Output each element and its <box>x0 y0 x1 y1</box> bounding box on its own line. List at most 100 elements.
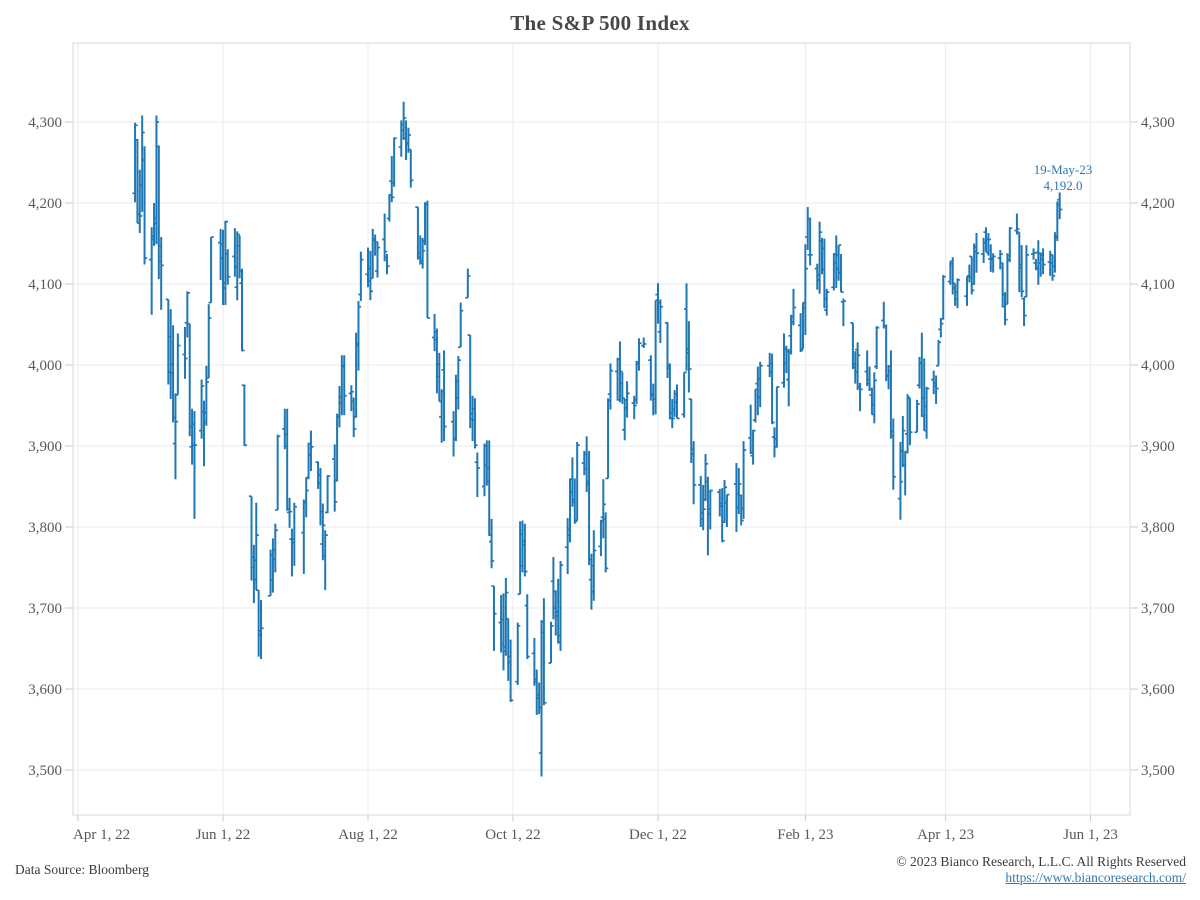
price-bar <box>624 381 630 418</box>
price-bar <box>253 502 259 591</box>
price-bar <box>405 127 412 153</box>
price-bar <box>838 254 844 293</box>
price-bar <box>1019 245 1025 297</box>
price-bar <box>890 418 896 490</box>
price-bar <box>137 169 143 233</box>
price-bar <box>969 255 975 295</box>
price-bar <box>1049 254 1056 281</box>
y-axis-label-right: 4,000 <box>1141 358 1175 374</box>
price-bar <box>1014 213 1020 235</box>
price-bar <box>790 288 797 326</box>
y-axis-label-right: 3,900 <box>1141 439 1175 455</box>
price-bar <box>286 497 293 528</box>
price-bar <box>272 523 278 573</box>
price-bar <box>617 341 623 403</box>
price-bar <box>591 530 597 601</box>
price-bar <box>474 452 480 498</box>
price-bar <box>358 251 364 302</box>
price-bar <box>1030 248 1037 260</box>
y-axis-label-left: 3,700 <box>28 601 62 617</box>
price-bar <box>724 493 730 527</box>
price-bar <box>954 278 961 309</box>
price-bar <box>657 299 663 344</box>
price-bar <box>817 221 823 294</box>
y-axis-label-right: 3,800 <box>1141 520 1175 536</box>
price-bar <box>605 398 611 480</box>
price-bar <box>275 434 281 511</box>
price-bar <box>719 488 725 543</box>
price-bar <box>914 399 920 434</box>
price-bar <box>997 249 1003 270</box>
price-bar <box>973 232 980 273</box>
price-bar <box>141 146 148 265</box>
price-bar <box>182 326 188 379</box>
price-bar <box>241 384 247 447</box>
price-bar <box>258 599 264 660</box>
price-bar <box>341 355 347 416</box>
price-bar <box>798 313 804 353</box>
price-bar <box>324 475 331 514</box>
price-bar <box>669 399 675 429</box>
price-bar <box>382 213 388 262</box>
price-bar <box>907 397 913 446</box>
price-bar <box>686 321 692 393</box>
price-bar <box>391 137 397 187</box>
price-bar <box>206 304 212 379</box>
price-bar <box>455 356 461 410</box>
price-bar <box>291 502 297 566</box>
x-axis-label: Jun 1, 23 <box>1063 827 1118 843</box>
price-bar <box>738 494 744 526</box>
y-axis-label-left: 4,200 <box>28 196 62 212</box>
price-bar <box>874 326 880 370</box>
price-bar <box>900 416 906 468</box>
y-axis-label-left: 3,800 <box>28 520 62 536</box>
price-bar <box>985 232 991 256</box>
price-bar <box>203 365 209 426</box>
price-bar <box>184 291 190 338</box>
price-bar <box>681 371 687 418</box>
biancoresearch-link[interactable]: https://www.biancoresearch.com/ <box>1005 870 1186 885</box>
price-bar <box>139 115 145 212</box>
price-bar <box>503 578 509 656</box>
y-axis-label-right: 3,500 <box>1141 763 1175 779</box>
price-bar <box>855 342 861 391</box>
x-axis-label: Apr 1, 22 <box>73 827 130 843</box>
price-bar <box>736 467 742 515</box>
price-bar <box>158 237 164 310</box>
price-bar <box>548 621 554 664</box>
price-bar <box>700 484 706 531</box>
price-bar <box>348 385 354 412</box>
x-axis-label: Feb 1, 23 <box>777 827 833 843</box>
price-bar <box>990 253 996 273</box>
last-point-annotation: 19-May-23 4,192.0 <box>992 162 1134 194</box>
price-bar <box>740 441 747 519</box>
price-bar <box>769 353 775 425</box>
price-bar <box>225 249 231 285</box>
price-bar <box>222 220 228 306</box>
price-bar <box>322 530 328 591</box>
y-axis-label-right: 4,200 <box>1141 196 1175 212</box>
price-bar <box>600 479 606 539</box>
price-bar <box>619 372 625 404</box>
price-bar <box>940 275 946 320</box>
price-bar <box>508 639 514 702</box>
price-bar <box>239 268 245 352</box>
price-bar <box>574 441 580 522</box>
x-axis-label: Dec 1, 22 <box>629 827 687 843</box>
price-bar <box>153 115 160 245</box>
y-axis-label-left: 3,600 <box>28 682 62 698</box>
price-bar <box>897 441 904 520</box>
y-axis-label-left: 3,500 <box>28 763 62 779</box>
price-bar <box>840 298 846 327</box>
copyright-text: © 2023 Bianco Research, L.L.C. All Right… <box>896 854 1186 869</box>
price-bar <box>824 288 830 316</box>
price-bar <box>389 156 395 203</box>
price-bar <box>234 231 240 301</box>
price-bar <box>607 363 614 410</box>
price-bar <box>1057 192 1063 220</box>
price-bar <box>303 477 309 518</box>
y-axis-label-right: 3,700 <box>1141 601 1175 617</box>
price-bar <box>524 594 530 660</box>
price-bar <box>603 512 609 573</box>
